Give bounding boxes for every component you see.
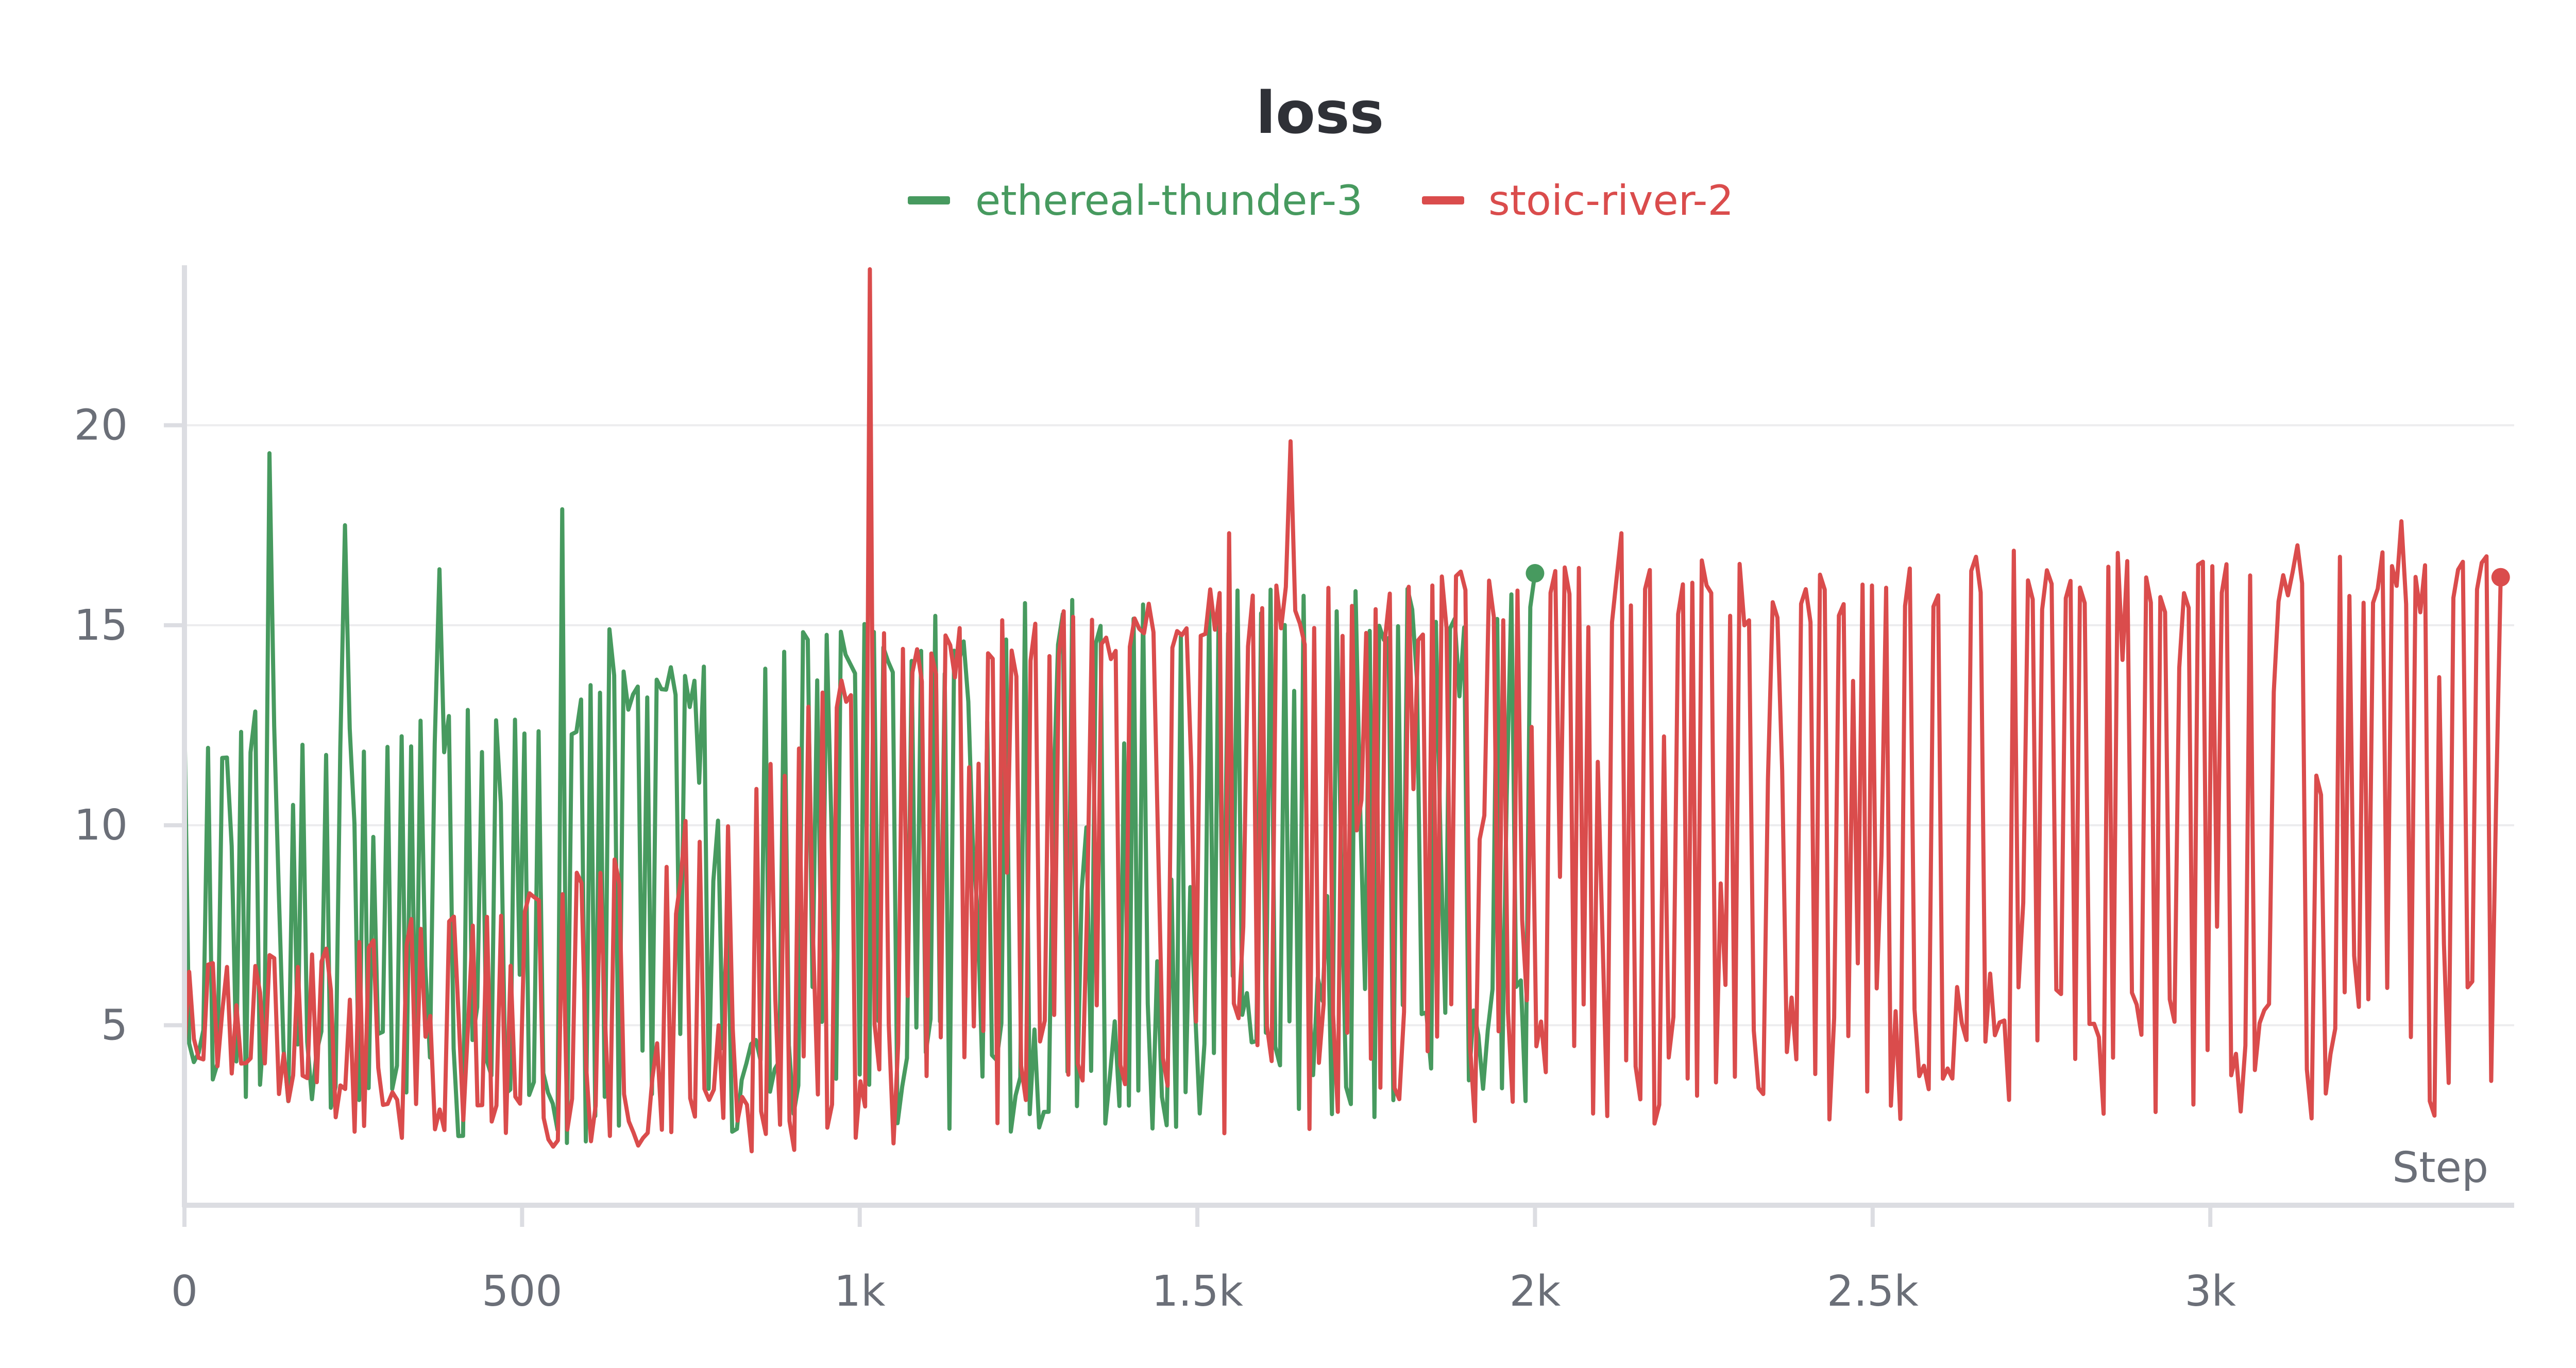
- series-layer: [182, 267, 2510, 1154]
- x-tick-label-1: 500: [482, 1267, 563, 1316]
- x-tick-label-3: 1.5k: [1151, 1267, 1243, 1316]
- legend-swatch-stoic-river-2: [1422, 196, 1464, 204]
- legend-item-stoic-river-2[interactable]: stoic-river-2: [1422, 177, 1734, 225]
- x-tick-label-2: 1k: [834, 1267, 886, 1316]
- x-axis-label: Step: [2392, 1143, 2488, 1192]
- legend[interactable]: ethereal-thunder-3 stoic-river-2: [908, 177, 1734, 225]
- axes: [182, 265, 2514, 1208]
- series-end-marker-ethereal-thunder-3: [1526, 563, 1545, 583]
- legend-swatch-ethereal-thunder-3: [908, 196, 950, 204]
- legend-label-ethereal-thunder-3: ethereal-thunder-3: [975, 177, 1363, 225]
- x-tick-label-5: 2.5k: [1827, 1267, 1919, 1316]
- chart-title: loss: [1256, 80, 1384, 147]
- series-end-marker-stoic-river-2: [2491, 568, 2510, 587]
- legend-item-ethereal-thunder-3[interactable]: ethereal-thunder-3: [908, 177, 1363, 225]
- ticks: 0 500 1k 1.5k 2k 2.5k 3k 5 10 15 20: [74, 401, 2236, 1316]
- series-line-stoic-river-2: [182, 267, 2503, 1154]
- y-tick-label-3: 20: [74, 401, 128, 450]
- x-tick-label-0: 0: [171, 1267, 198, 1316]
- x-tick-label-4: 2k: [1510, 1267, 1561, 1316]
- legend-label-stoic-river-2: stoic-river-2: [1488, 177, 1734, 225]
- x-tick-label-6: 3k: [2184, 1267, 2236, 1316]
- y-tick-label-1: 10: [74, 801, 128, 850]
- y-tick-label-0: 5: [101, 1001, 128, 1050]
- y-tick-label-2: 15: [74, 601, 128, 650]
